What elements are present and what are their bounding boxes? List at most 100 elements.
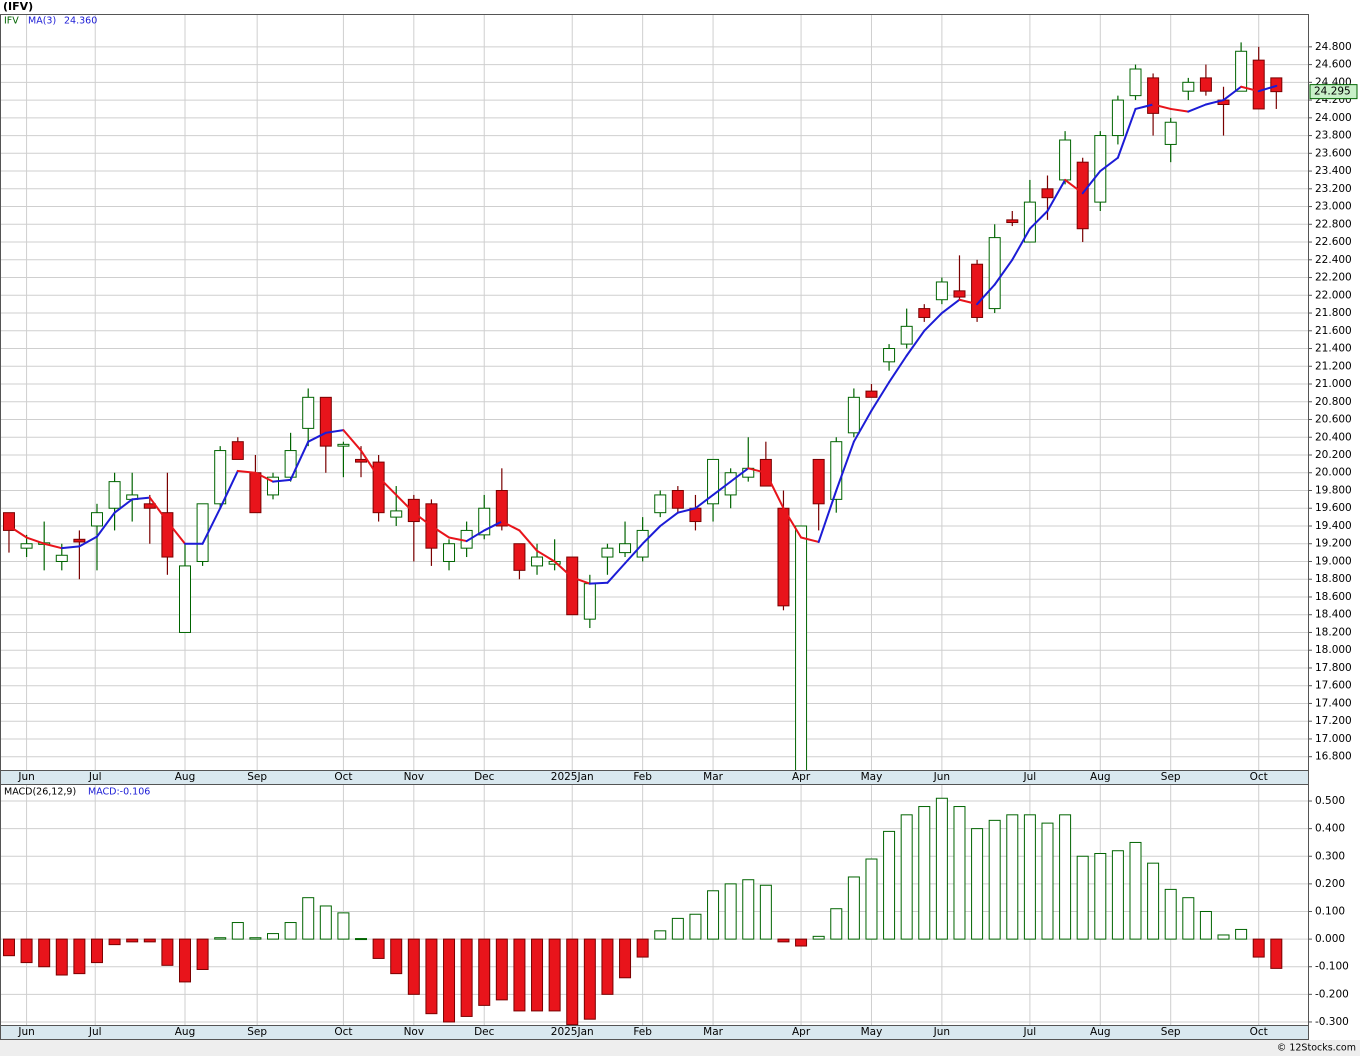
footer-bar <box>0 1040 1360 1056</box>
candle-body <box>654 494 667 514</box>
x-tick-label: 2025Jan <box>551 771 594 783</box>
ma-segment <box>1046 178 1067 212</box>
x-tick-label: Nov <box>404 771 425 783</box>
x-tick-label: Jul <box>1023 1026 1037 1038</box>
ma-segment <box>553 560 574 579</box>
x-tick-label: Feb <box>633 771 652 783</box>
macd-bar <box>284 922 297 940</box>
ma-segment <box>430 524 451 539</box>
candle-body <box>988 237 1001 310</box>
candle-body <box>830 441 843 500</box>
macd-bar <box>759 884 772 940</box>
y-tick-label: 21.400 <box>1315 343 1352 355</box>
legend-ma: MA(3) <box>28 16 56 27</box>
macd-bar <box>830 908 843 940</box>
ma-segment <box>993 258 1014 286</box>
y-tick-label: -0.100 <box>1315 961 1349 973</box>
x-tick-label: Mar <box>703 771 723 783</box>
macd-bar <box>108 938 121 946</box>
candle-body <box>777 507 790 607</box>
macd-bar <box>1217 934 1230 940</box>
candle-body <box>1270 77 1283 93</box>
ma-segment <box>43 542 63 550</box>
ma-segment <box>888 354 908 384</box>
y-tick-label: 16.800 <box>1315 751 1352 763</box>
macd-marks <box>2 797 1283 1026</box>
x-tick-label: Dec <box>474 771 495 783</box>
macd-frame <box>0 784 1309 1040</box>
candle-body <box>390 510 403 518</box>
y-tick-label: 0.500 <box>1315 795 1345 807</box>
x-tick-label: Aug <box>175 1026 196 1038</box>
macd-bar <box>478 938 491 1006</box>
candle-body <box>900 325 913 345</box>
y-tick-label: 20.200 <box>1315 449 1352 461</box>
macd-bar <box>601 938 614 995</box>
ma-segment <box>940 298 961 315</box>
ma-segment <box>78 535 98 548</box>
macd-title: MACD(26,12,9) <box>4 787 76 798</box>
candle-body <box>1164 121 1177 145</box>
macd-bar <box>178 938 191 983</box>
candle-body <box>1059 139 1072 181</box>
y-tick-label: 24.000 <box>1315 112 1352 124</box>
y-tick-label: 23.600 <box>1315 147 1352 159</box>
ma-segment <box>412 511 433 527</box>
x-tick-label: Oct <box>334 1026 352 1038</box>
candle-body <box>495 489 508 527</box>
x-tick-label: Jun <box>933 771 950 783</box>
ma-segment <box>659 511 679 527</box>
candle-body <box>319 396 332 447</box>
y-tick-label: 0.000 <box>1315 933 1345 945</box>
y-tick-label: 19.400 <box>1315 520 1352 532</box>
ma-segment <box>1204 99 1225 106</box>
macd-bar <box>883 830 896 940</box>
ma-segment <box>395 493 415 514</box>
y-tick-label: 22.800 <box>1315 218 1352 230</box>
ma-segment <box>272 478 292 483</box>
macd-bar <box>1023 814 1036 940</box>
macd-bar <box>847 876 860 940</box>
x-tick-label: Oct <box>334 771 352 783</box>
price-grid <box>0 14 1308 770</box>
candle-body <box>231 441 244 460</box>
candle-body <box>601 547 614 558</box>
candle-body <box>267 476 280 496</box>
x-tick-label: Sep <box>1161 771 1181 783</box>
ma-segment <box>1152 103 1172 110</box>
x-tick-label: Nov <box>404 1026 425 1038</box>
candle-body <box>20 543 33 549</box>
y-tick-label: 22.200 <box>1315 272 1352 284</box>
ma-segment <box>747 467 767 474</box>
ma-segment <box>712 480 732 496</box>
macd-bar <box>337 912 350 940</box>
macd-bar <box>1041 822 1054 940</box>
candle-body <box>1129 68 1142 97</box>
candle-body <box>178 565 191 633</box>
x-tick-label: Aug <box>1090 771 1111 783</box>
x-tick-label: May <box>861 1026 883 1038</box>
macd-bar <box>1147 862 1160 940</box>
ma-segment <box>817 489 838 543</box>
ma-segment <box>236 469 257 474</box>
ma-segment <box>342 429 363 452</box>
macd-bar <box>390 938 403 975</box>
macd-bar <box>865 858 878 940</box>
x-tick-label: Sep <box>1161 1026 1181 1038</box>
y-tick-label: 20.400 <box>1315 431 1352 443</box>
candle-body <box>865 390 878 398</box>
macd-bar <box>1252 938 1265 958</box>
candle-body <box>1076 161 1089 230</box>
macd-bar <box>671 917 684 940</box>
x-tick-label: Jun <box>933 1026 950 1038</box>
candle-body <box>1041 188 1054 199</box>
candle-body <box>1199 77 1212 92</box>
candle-body <box>847 396 860 434</box>
macd-bar <box>495 938 508 1001</box>
macd-bar <box>126 938 139 943</box>
macd-bar <box>90 938 103 964</box>
macd-bar <box>1111 850 1124 940</box>
y-tick-label: 0.400 <box>1315 823 1345 835</box>
ma-segment <box>219 469 239 510</box>
